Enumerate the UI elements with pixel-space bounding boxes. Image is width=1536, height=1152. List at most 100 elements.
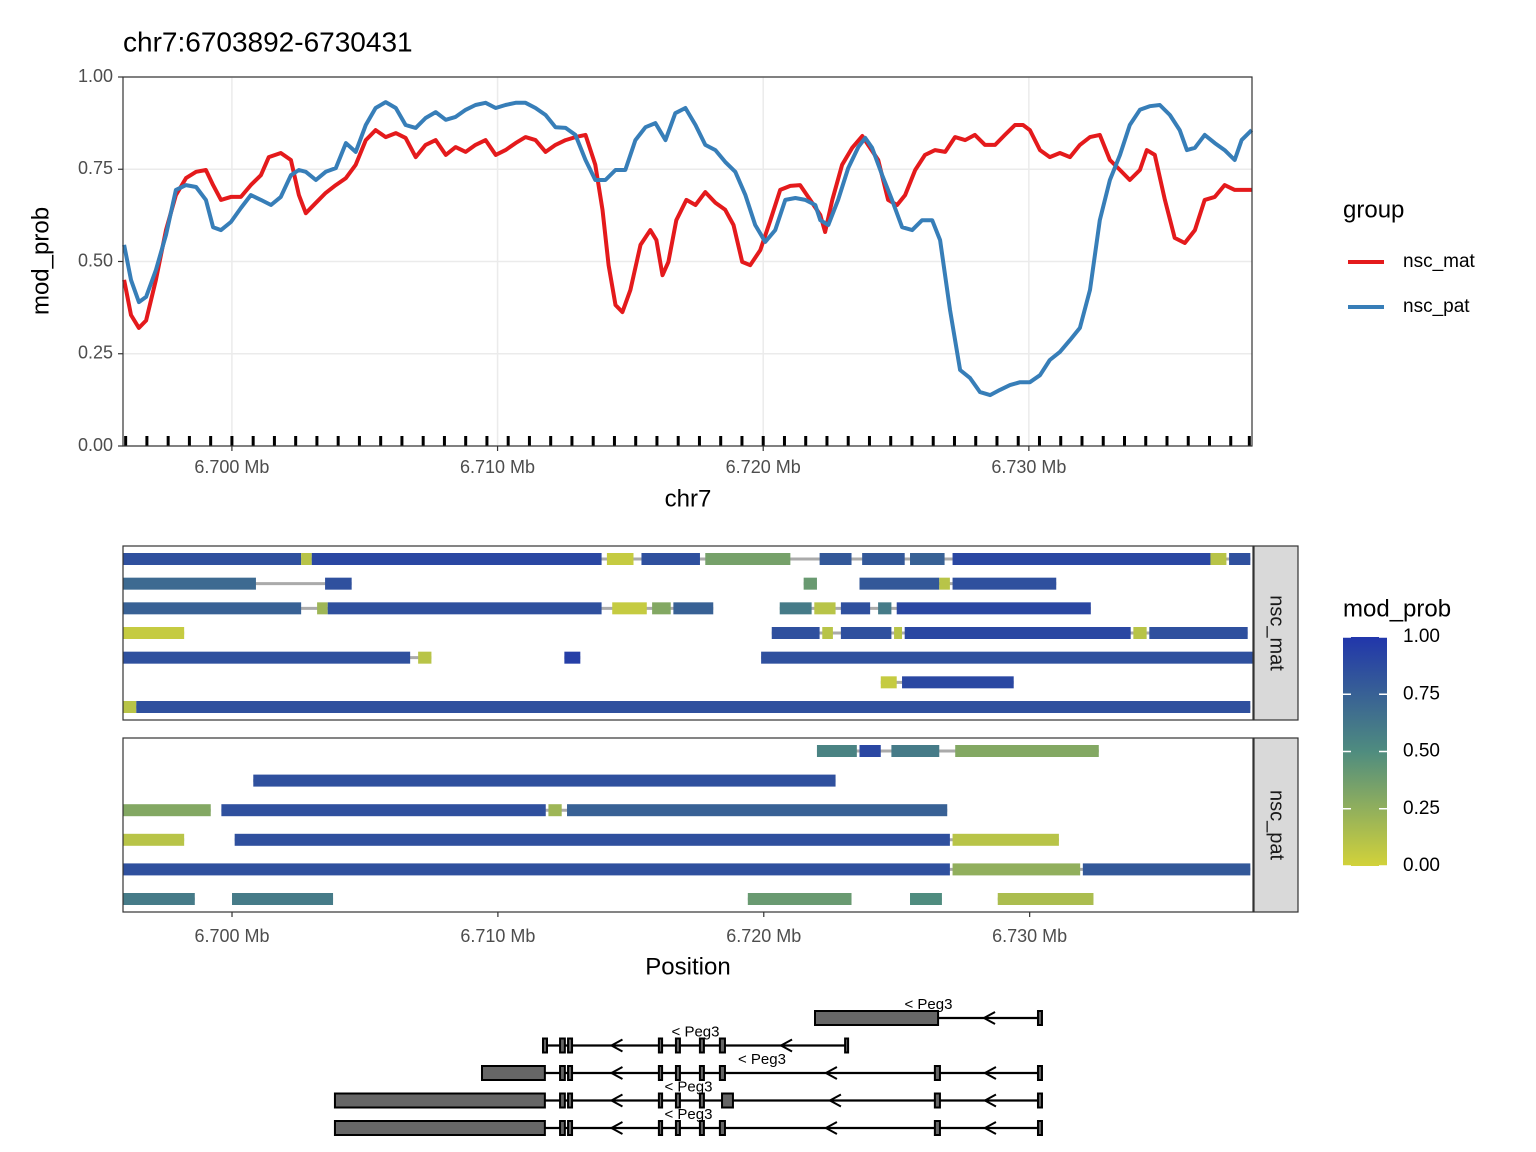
methylation-block bbox=[123, 863, 950, 876]
exon bbox=[674, 1120, 681, 1136]
methylation-block bbox=[878, 602, 892, 615]
methylation-block bbox=[803, 577, 817, 590]
y-tick-label: 0.25 bbox=[78, 343, 113, 363]
methylation-block bbox=[221, 804, 546, 817]
methylation-block bbox=[1149, 627, 1248, 639]
facet-label: nsc_pat bbox=[1266, 790, 1288, 860]
methylation-block bbox=[123, 893, 195, 905]
exon bbox=[480, 1065, 546, 1081]
exon bbox=[844, 1037, 850, 1054]
methylation-block bbox=[910, 893, 942, 905]
methylation-block bbox=[136, 701, 1251, 713]
exon bbox=[1036, 1065, 1043, 1081]
exon bbox=[698, 1037, 705, 1054]
exon bbox=[333, 1092, 546, 1109]
strand-arrow bbox=[609, 1121, 623, 1135]
facet-strip bbox=[1253, 737, 1299, 913]
y-tick-label: 0.50 bbox=[78, 250, 113, 270]
strand-arrow bbox=[823, 1121, 838, 1135]
exon bbox=[559, 1065, 566, 1081]
strand-arrow bbox=[982, 1121, 997, 1135]
methylation-block bbox=[673, 602, 714, 615]
methylation-block bbox=[325, 577, 352, 590]
exon bbox=[657, 1120, 664, 1136]
exon bbox=[674, 1092, 681, 1109]
methylation-block bbox=[253, 774, 836, 787]
x-tick-label: 6.700 Mb bbox=[194, 926, 269, 946]
strand-arrow bbox=[982, 1066, 997, 1080]
chart-title: chr7:6703892-6730431 bbox=[123, 26, 413, 57]
methylation-block bbox=[902, 676, 1014, 689]
methylation-block bbox=[652, 602, 671, 615]
exon bbox=[657, 1065, 664, 1081]
methylation-block bbox=[123, 701, 137, 713]
methylation-block bbox=[234, 833, 950, 846]
methylation-block bbox=[859, 577, 940, 590]
exon bbox=[567, 1037, 574, 1054]
transcript-label: < Peg3 bbox=[905, 996, 953, 1013]
methylation-block bbox=[840, 602, 871, 615]
methylation-block bbox=[548, 804, 562, 817]
methylation-block bbox=[952, 863, 1081, 876]
exon bbox=[674, 1065, 681, 1081]
strand-arrow bbox=[609, 1093, 623, 1108]
strand-arrow bbox=[609, 1038, 623, 1053]
methylation-block bbox=[641, 553, 700, 565]
exon bbox=[674, 1037, 681, 1054]
transcript-label: < Peg3 bbox=[664, 1078, 712, 1095]
y-axis-title: mod_prob bbox=[27, 207, 54, 315]
methylation-block bbox=[771, 627, 820, 639]
strand-arrow bbox=[827, 1093, 842, 1108]
strand-arrow bbox=[609, 1066, 623, 1080]
methylation-block bbox=[819, 553, 852, 565]
facet-panel bbox=[123, 738, 1253, 912]
methylation-block bbox=[123, 577, 256, 590]
data-line bbox=[122, 100, 1254, 398]
methylation-block bbox=[955, 745, 1099, 757]
methylation-block bbox=[567, 804, 948, 817]
x-axis-title: Position bbox=[645, 953, 730, 980]
methylation-block bbox=[123, 602, 302, 615]
x-tick-label: 6.700 Mb bbox=[194, 457, 269, 477]
transcript-label: < Peg3 bbox=[664, 1106, 712, 1123]
x-axis-title: chr7 bbox=[665, 485, 712, 512]
transcript-label: < Peg3 bbox=[672, 1023, 720, 1040]
methylation-block bbox=[123, 804, 211, 817]
exon bbox=[657, 1037, 664, 1054]
methylation-block bbox=[939, 577, 950, 590]
methylation-block bbox=[822, 627, 833, 639]
exon bbox=[559, 1120, 566, 1136]
methylation-block bbox=[311, 553, 602, 565]
methylation-block bbox=[606, 553, 634, 565]
colorbar-label: 0.50 bbox=[1403, 741, 1440, 762]
exon bbox=[559, 1092, 566, 1109]
methylation-block bbox=[705, 553, 791, 565]
methylation-block bbox=[123, 651, 411, 664]
panel-border bbox=[122, 545, 1254, 721]
y-tick-label: 1.00 bbox=[78, 66, 113, 86]
methylation-block bbox=[910, 553, 945, 565]
x-tick-label: 6.720 Mb bbox=[726, 457, 801, 477]
exon bbox=[814, 1010, 940, 1026]
facet-strip bbox=[1253, 545, 1299, 721]
exon bbox=[1036, 1092, 1043, 1109]
x-tick-label: 6.730 Mb bbox=[992, 926, 1067, 946]
exon bbox=[721, 1092, 734, 1109]
exon bbox=[333, 1120, 546, 1136]
exon bbox=[933, 1120, 941, 1136]
exon bbox=[1036, 1120, 1043, 1136]
colorbar-label: 0.75 bbox=[1403, 683, 1440, 704]
y-tick-label: 0.00 bbox=[78, 435, 113, 455]
strand-arrow bbox=[981, 1011, 996, 1025]
y-tick-label: 0.75 bbox=[78, 158, 113, 178]
exon bbox=[542, 1037, 549, 1054]
methylation-block bbox=[779, 602, 812, 615]
methylation-block bbox=[859, 745, 881, 757]
methylation-block bbox=[232, 893, 334, 905]
x-tick-label: 6.720 Mb bbox=[726, 926, 801, 946]
methylation-block bbox=[814, 602, 836, 615]
methylation-block bbox=[880, 676, 897, 689]
colorbar-label: 0.00 bbox=[1403, 855, 1440, 876]
